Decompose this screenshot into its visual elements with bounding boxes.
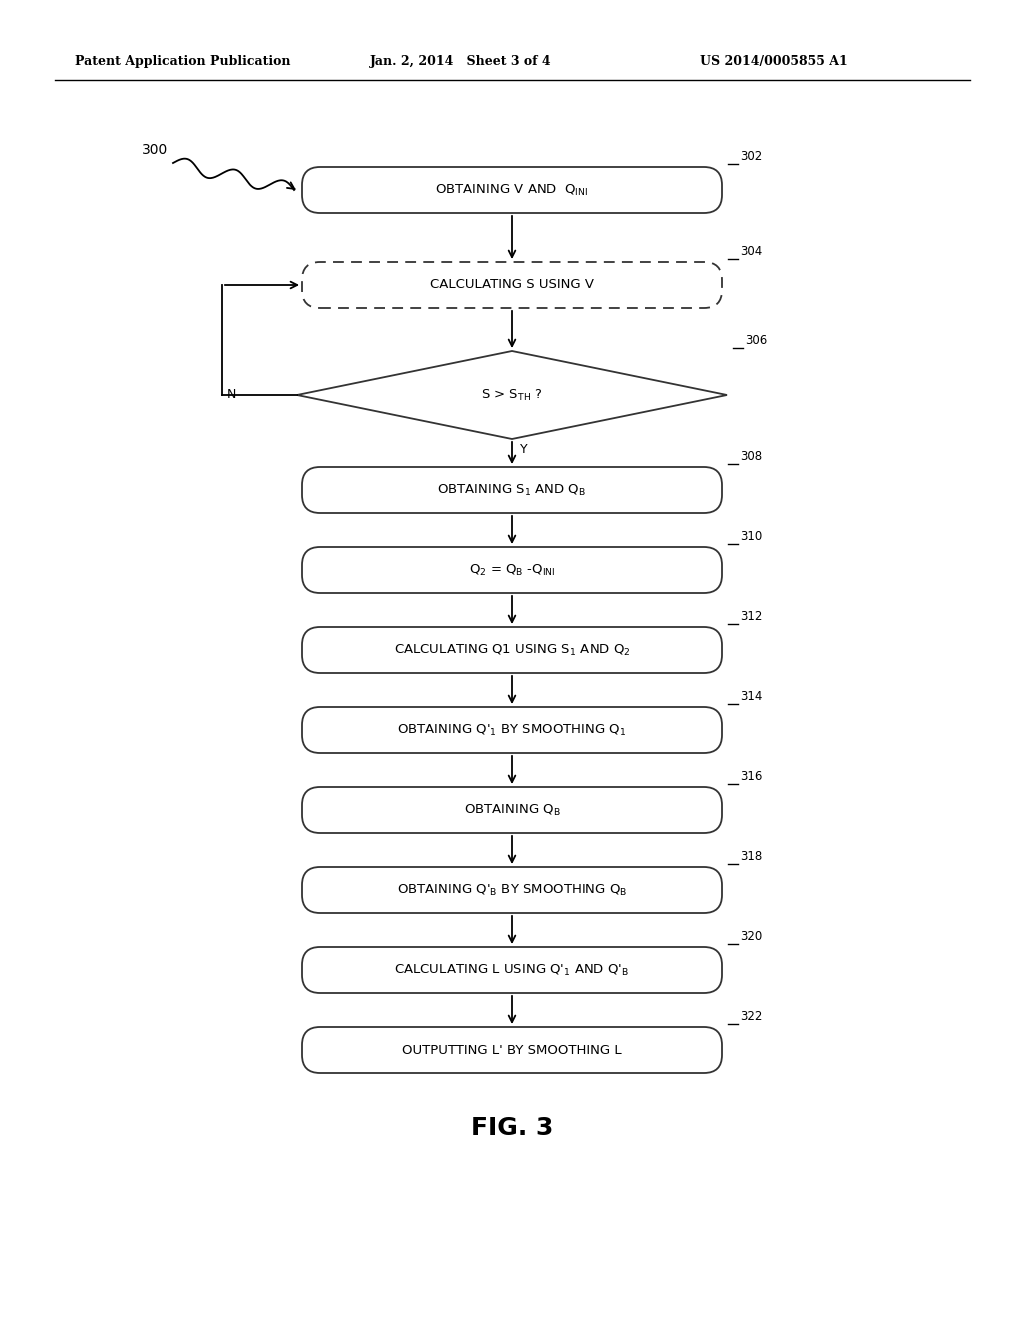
FancyBboxPatch shape	[302, 946, 722, 993]
FancyBboxPatch shape	[302, 546, 722, 593]
Text: 308: 308	[740, 450, 762, 463]
Text: Y: Y	[520, 444, 527, 455]
Text: 322: 322	[740, 1010, 763, 1023]
Text: 306: 306	[745, 334, 767, 347]
FancyBboxPatch shape	[302, 867, 722, 913]
Text: N: N	[227, 388, 237, 401]
Text: OUTPUTTING L' BY SMOOTHING L: OUTPUTTING L' BY SMOOTHING L	[402, 1044, 622, 1056]
Text: OBTAINING V AND  Q$_{\mathsf{INI}}$: OBTAINING V AND Q$_{\mathsf{INI}}$	[435, 182, 589, 198]
FancyBboxPatch shape	[302, 261, 722, 308]
FancyBboxPatch shape	[302, 708, 722, 752]
Text: 300: 300	[142, 143, 168, 157]
Text: CALCULATING Q1 USING S$_{\mathsf{1}}$ AND Q$_{\mathsf{2}}$: CALCULATING Q1 USING S$_{\mathsf{1}}$ AN…	[393, 643, 631, 657]
Text: OBTAINING Q$_{\mathsf{B}}$: OBTAINING Q$_{\mathsf{B}}$	[464, 803, 560, 817]
Text: 304: 304	[740, 246, 762, 257]
FancyBboxPatch shape	[302, 168, 722, 213]
Text: 320: 320	[740, 931, 762, 942]
Text: OBTAINING Q'$_{\mathsf{1}}$ BY SMOOTHING Q$_{\mathsf{1}}$: OBTAINING Q'$_{\mathsf{1}}$ BY SMOOTHING…	[397, 722, 627, 738]
Text: 318: 318	[740, 850, 762, 863]
Text: 316: 316	[740, 770, 763, 783]
FancyBboxPatch shape	[302, 467, 722, 513]
FancyBboxPatch shape	[302, 1027, 722, 1073]
FancyBboxPatch shape	[302, 787, 722, 833]
Polygon shape	[297, 351, 727, 440]
Text: Patent Application Publication: Patent Application Publication	[75, 55, 291, 69]
Text: OBTAINING Q'$_{\mathsf{B}}$ BY SMOOTHING Q$_{\mathsf{B}}$: OBTAINING Q'$_{\mathsf{B}}$ BY SMOOTHING…	[396, 883, 628, 898]
Text: 302: 302	[740, 150, 762, 162]
FancyBboxPatch shape	[302, 627, 722, 673]
Text: Q$_{\mathsf{2}}$ = Q$_{\mathsf{B}}$ -Q$_{\mathsf{INI}}$: Q$_{\mathsf{2}}$ = Q$_{\mathsf{B}}$ -Q$_…	[469, 562, 555, 578]
Text: 310: 310	[740, 531, 762, 543]
Text: CALCULATING L USING Q'$_{\mathsf{1}}$ AND Q'$_{\mathsf{B}}$: CALCULATING L USING Q'$_{\mathsf{1}}$ AN…	[394, 962, 630, 978]
Text: OBTAINING S$_{\mathsf{1}}$ AND Q$_{\mathsf{B}}$: OBTAINING S$_{\mathsf{1}}$ AND Q$_{\math…	[437, 482, 587, 498]
Text: Jan. 2, 2014   Sheet 3 of 4: Jan. 2, 2014 Sheet 3 of 4	[370, 55, 552, 69]
Text: CALCULATING S USING V: CALCULATING S USING V	[430, 279, 594, 292]
Text: 312: 312	[740, 610, 763, 623]
Text: 314: 314	[740, 690, 763, 704]
Text: S > S$_{\mathsf{TH}}$ ?: S > S$_{\mathsf{TH}}$ ?	[481, 388, 543, 403]
Text: US 2014/0005855 A1: US 2014/0005855 A1	[700, 55, 848, 69]
Text: FIG. 3: FIG. 3	[471, 1115, 553, 1140]
